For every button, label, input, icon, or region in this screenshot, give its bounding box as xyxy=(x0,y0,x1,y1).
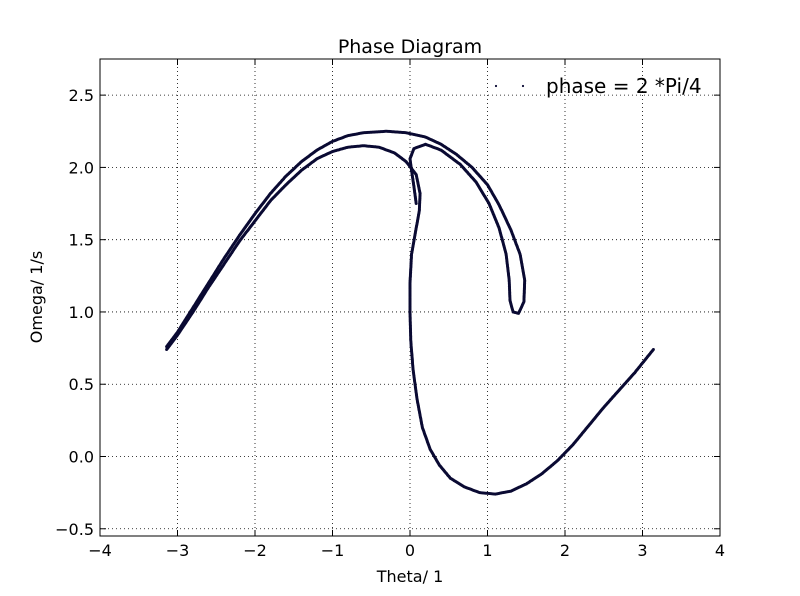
y-tick-label: 1.0 xyxy=(69,303,94,322)
x-tick-label: 4 xyxy=(715,541,725,560)
x-tick-label: −3 xyxy=(166,541,190,560)
x-tick-label: 1 xyxy=(482,541,492,560)
y-tick-label: 2.0 xyxy=(69,158,94,177)
legend-marker-dot xyxy=(521,84,525,88)
data-points xyxy=(165,129,655,496)
legend-marker-dot xyxy=(494,84,498,88)
x-tick-label: −2 xyxy=(243,541,267,560)
data-point xyxy=(414,202,418,205)
y-tick-label: 0.0 xyxy=(69,448,94,467)
y-tick-label: 1.5 xyxy=(69,231,94,250)
x-tick-label: −4 xyxy=(88,541,112,560)
y-tick-label: 2.5 xyxy=(69,86,94,105)
x-tick-label: 2 xyxy=(560,541,570,560)
legend: phase = 2 *Pi/4 xyxy=(494,74,702,98)
x-tick-label: −1 xyxy=(321,541,345,560)
x-tick-label: 0 xyxy=(405,541,415,560)
x-axis-label: Theta/ 1 xyxy=(376,567,444,586)
data-point xyxy=(651,348,655,351)
y-tick-label: −0.5 xyxy=(55,520,94,539)
axis-ticks: −4 −3 −2 −1 0 1 2 3 4 −0.5 0.0 0.5 1.0 1.5 2.0 2.5 xyxy=(55,59,725,560)
grid xyxy=(100,59,720,536)
legend-label: phase = 2 *Pi/4 xyxy=(546,74,702,98)
y-axis-label: Omega/ 1/s xyxy=(27,251,46,343)
chart-title: Phase Diagram xyxy=(338,36,482,58)
y-tick-label: 0.5 xyxy=(69,375,94,394)
x-tick-label: 3 xyxy=(637,541,647,560)
